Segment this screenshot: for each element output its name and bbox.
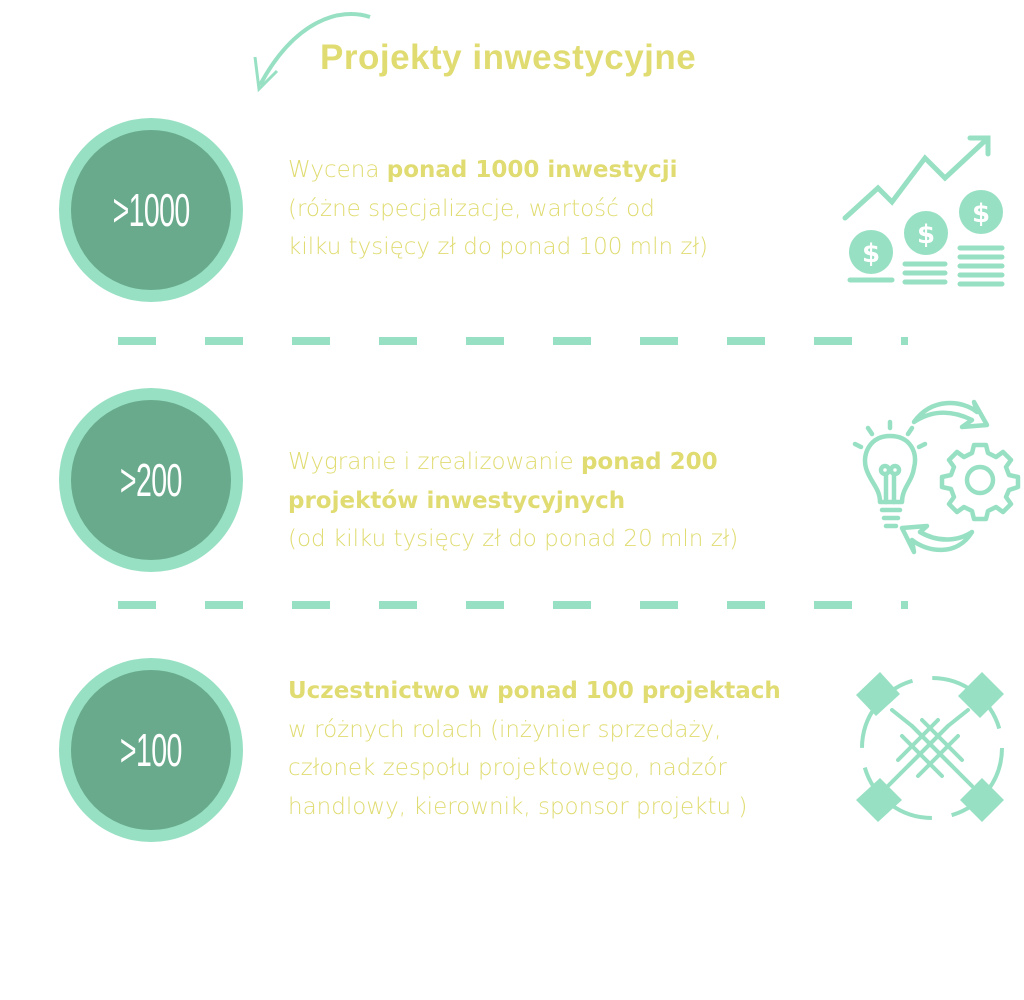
text-line: (od kilku tysięcy zł do ponad 20 mln zł) bbox=[288, 526, 739, 552]
text-line: członek zespołu projektowego, nadzór bbox=[288, 755, 727, 781]
stat-value: >200 bbox=[120, 454, 182, 506]
text-line: w różnych rolach (inżynier sprzedaży, bbox=[288, 716, 722, 743]
text-line: ponad 200 bbox=[580, 449, 718, 475]
money-growth-chart-icon: $ $ $ bbox=[842, 135, 1005, 287]
text-line: Wycena bbox=[288, 157, 387, 183]
text-line: (różne specjalizacje, wartość od bbox=[288, 195, 655, 222]
divider bbox=[118, 601, 908, 609]
svg-text:$: $ bbox=[862, 239, 880, 269]
stat-circle-100: >100 bbox=[59, 658, 243, 842]
svg-text:$: $ bbox=[917, 220, 935, 250]
text-line: Uczestnictwo w ponad 100 projektach bbox=[288, 678, 781, 704]
stat-value: >1000 bbox=[112, 184, 190, 236]
page-title: Projekty inwestycyjne bbox=[320, 38, 697, 77]
stat-circle-200: >200 bbox=[59, 388, 243, 572]
item-1-description: Wycena ponad 1000 inwestycji (różne spec… bbox=[288, 151, 708, 267]
text-line: handlowy, kierownik, sponsor projektu ) bbox=[288, 793, 748, 820]
teamwork-hands-icon bbox=[856, 672, 1004, 822]
text-line: kilku tysięcy zł do ponad 100 mln zł) bbox=[288, 234, 708, 260]
divider bbox=[118, 337, 908, 345]
stat-value: >100 bbox=[120, 724, 182, 776]
text-line: projektów inwestycyjnych bbox=[288, 487, 626, 514]
text-line: Wygranie i zrealizowanie bbox=[288, 449, 581, 475]
idea-gear-cycle-icon bbox=[852, 399, 1021, 555]
item-2-description: Wygranie i zrealizowanie ponad 200 proje… bbox=[288, 443, 738, 559]
curved-arrow-icon bbox=[253, 12, 371, 93]
svg-text:$: $ bbox=[972, 199, 990, 229]
text-line: ponad 1000 inwestycji bbox=[386, 157, 678, 183]
item-3-description: Uczestnictwo w ponad 100 projektach w ró… bbox=[288, 672, 781, 826]
stat-circle-1000: >1000 bbox=[59, 118, 243, 302]
